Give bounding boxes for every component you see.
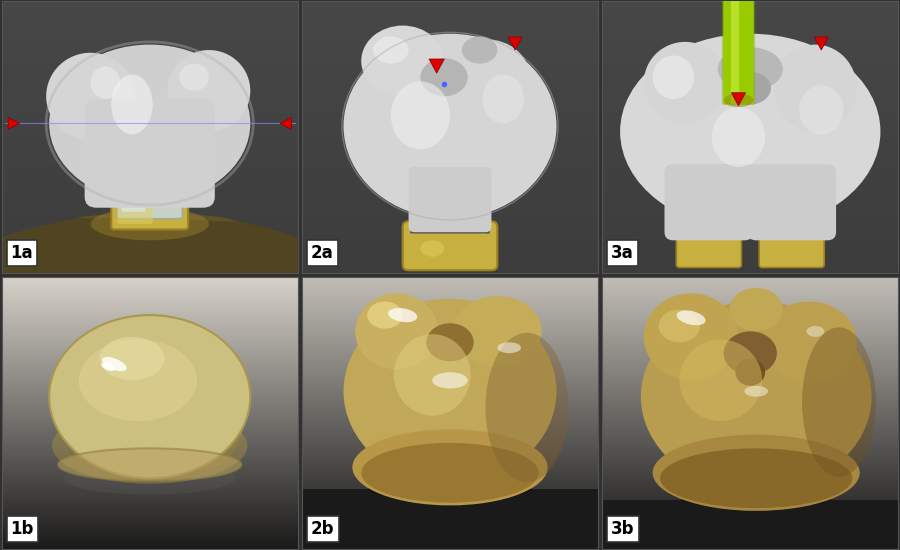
Ellipse shape: [806, 326, 824, 337]
Ellipse shape: [367, 301, 402, 329]
FancyBboxPatch shape: [664, 164, 753, 240]
Ellipse shape: [58, 448, 241, 481]
FancyBboxPatch shape: [126, 129, 174, 194]
Ellipse shape: [730, 288, 783, 332]
Polygon shape: [814, 37, 828, 50]
Ellipse shape: [91, 208, 209, 240]
Polygon shape: [429, 59, 445, 73]
Text: 1a: 1a: [11, 244, 33, 262]
FancyBboxPatch shape: [117, 126, 183, 218]
Ellipse shape: [462, 36, 498, 64]
Ellipse shape: [91, 67, 120, 99]
Text: 1b: 1b: [11, 520, 34, 538]
Ellipse shape: [717, 47, 783, 91]
Ellipse shape: [50, 318, 250, 476]
Ellipse shape: [179, 64, 209, 91]
Ellipse shape: [441, 39, 530, 116]
Ellipse shape: [344, 299, 556, 483]
Ellipse shape: [394, 334, 471, 416]
FancyBboxPatch shape: [402, 221, 498, 270]
Ellipse shape: [680, 486, 833, 508]
Ellipse shape: [432, 372, 468, 388]
Ellipse shape: [353, 430, 547, 505]
Polygon shape: [8, 118, 20, 129]
FancyBboxPatch shape: [410, 217, 490, 234]
Ellipse shape: [374, 36, 409, 64]
Ellipse shape: [660, 448, 852, 508]
Ellipse shape: [453, 296, 542, 367]
Ellipse shape: [680, 339, 762, 421]
Polygon shape: [732, 93, 745, 106]
Ellipse shape: [344, 34, 556, 218]
FancyBboxPatch shape: [302, 489, 598, 549]
Ellipse shape: [485, 333, 568, 482]
FancyBboxPatch shape: [602, 500, 898, 549]
Polygon shape: [280, 118, 292, 129]
Ellipse shape: [774, 45, 857, 131]
Ellipse shape: [659, 310, 700, 342]
Ellipse shape: [361, 443, 539, 503]
FancyBboxPatch shape: [763, 223, 820, 239]
Ellipse shape: [735, 359, 765, 386]
Ellipse shape: [744, 386, 768, 397]
Text: 2a: 2a: [311, 244, 334, 262]
Ellipse shape: [112, 74, 153, 134]
Ellipse shape: [50, 315, 250, 478]
Ellipse shape: [85, 345, 215, 448]
Ellipse shape: [167, 50, 250, 131]
Ellipse shape: [369, 478, 531, 500]
FancyBboxPatch shape: [122, 141, 145, 212]
Ellipse shape: [644, 293, 738, 381]
Polygon shape: [508, 37, 522, 50]
Ellipse shape: [420, 240, 444, 257]
Ellipse shape: [724, 94, 753, 107]
Text: 2b: 2b: [311, 520, 335, 538]
Ellipse shape: [158, 334, 248, 470]
FancyBboxPatch shape: [760, 229, 824, 267]
Text: 3b: 3b: [611, 520, 634, 538]
Ellipse shape: [78, 339, 197, 421]
Ellipse shape: [677, 310, 706, 325]
Ellipse shape: [356, 293, 438, 370]
Ellipse shape: [712, 107, 765, 167]
Ellipse shape: [46, 53, 135, 140]
Ellipse shape: [102, 362, 115, 371]
Ellipse shape: [644, 42, 726, 123]
FancyBboxPatch shape: [676, 229, 742, 267]
Ellipse shape: [730, 72, 771, 104]
FancyBboxPatch shape: [117, 197, 153, 224]
Polygon shape: [2, 213, 298, 273]
Ellipse shape: [641, 301, 871, 492]
Ellipse shape: [762, 301, 857, 383]
Ellipse shape: [64, 329, 235, 464]
Ellipse shape: [361, 25, 444, 96]
FancyBboxPatch shape: [112, 186, 188, 229]
Ellipse shape: [482, 74, 524, 123]
Ellipse shape: [50, 45, 250, 202]
Ellipse shape: [102, 357, 127, 371]
Ellipse shape: [802, 327, 876, 477]
Polygon shape: [76, 213, 238, 221]
Ellipse shape: [652, 56, 694, 99]
Ellipse shape: [799, 85, 843, 134]
Ellipse shape: [427, 323, 473, 361]
Ellipse shape: [52, 408, 248, 483]
Ellipse shape: [99, 337, 165, 381]
FancyBboxPatch shape: [85, 99, 215, 208]
Ellipse shape: [652, 434, 860, 511]
Text: 3a: 3a: [611, 244, 634, 262]
Ellipse shape: [420, 58, 468, 96]
Ellipse shape: [620, 34, 880, 229]
FancyBboxPatch shape: [409, 167, 491, 232]
Ellipse shape: [498, 342, 521, 353]
Ellipse shape: [391, 81, 450, 149]
FancyBboxPatch shape: [132, 136, 147, 188]
Ellipse shape: [64, 462, 236, 494]
FancyBboxPatch shape: [680, 223, 737, 239]
FancyBboxPatch shape: [747, 164, 836, 240]
Ellipse shape: [388, 308, 418, 322]
Ellipse shape: [724, 332, 777, 375]
